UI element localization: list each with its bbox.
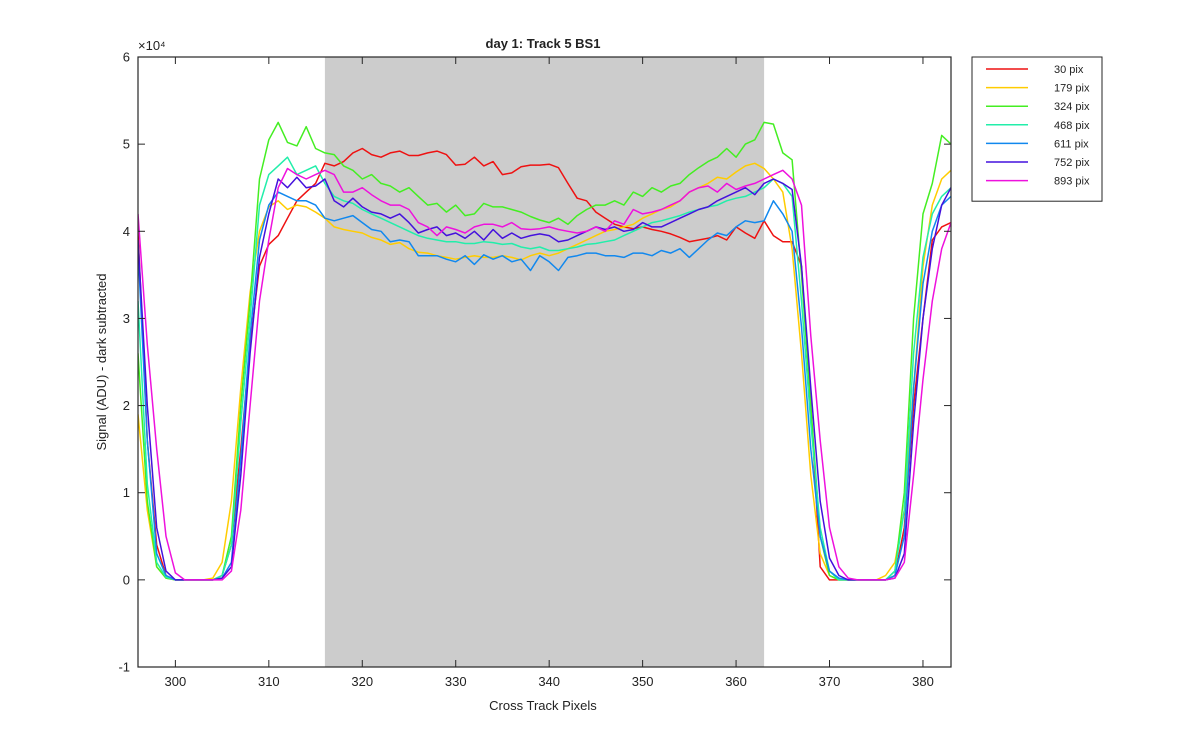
x-tick-label: 300 [165,674,187,689]
y-tick-label: 2 [123,398,130,413]
y-tick-label: 5 [123,137,130,152]
y-tick-label: 3 [123,311,130,326]
legend: 30 pix 179 pix 324 pix 468 pix 611 pix 752 pi… [971,56,1103,202]
legend-label: 30 pix [1054,64,1084,76]
legend-label: 179 pix [1054,83,1090,95]
y-tick-label: 6 [123,50,130,65]
series-line-893-pix [138,167,951,581]
axes-frame [137,56,952,668]
x-tick-label: 360 [725,674,747,689]
legend-label: 752 pix [1054,157,1090,169]
y-tick-label: 0 [123,572,130,587]
legend-label: 468 pix [1054,120,1090,132]
x-tick-label: 380 [912,674,934,689]
legend-label: 324 pix [1054,101,1090,113]
y-axis-exponent-label: ×10⁴ [138,38,166,53]
y-tick-label: -1 [118,660,130,675]
legend-box [971,56,1103,202]
x-tick-label: 350 [632,674,654,689]
plot-area: 300 310 320 330 340 350 360 370 380 -1 0 1 2 3 4 5 6 [118,50,952,689]
y-tick-label: 1 [123,485,130,500]
x-axis-label: Cross Track Pixels [489,698,597,713]
series-group [138,121,951,581]
x-tick-label: 310 [258,674,280,689]
legend-label: 893 pix [1054,176,1090,188]
y-axis-label: Signal (ADU) - dark subtracted [94,273,109,450]
x-tick-label: 330 [445,674,467,689]
x-tick-label: 370 [819,674,841,689]
series-line-752-pix [138,176,951,581]
y-tick-label: 4 [123,224,130,239]
shaded-region [324,57,765,667]
series-line-468-pix [138,156,951,581]
x-tick-label: 320 [351,674,373,689]
series-line-179-pix [138,162,951,581]
x-tick-label: 340 [538,674,560,689]
chart-title: day 1: Track 5 BS1 [486,36,601,51]
legend-label: 611 pix [1054,138,1089,150]
